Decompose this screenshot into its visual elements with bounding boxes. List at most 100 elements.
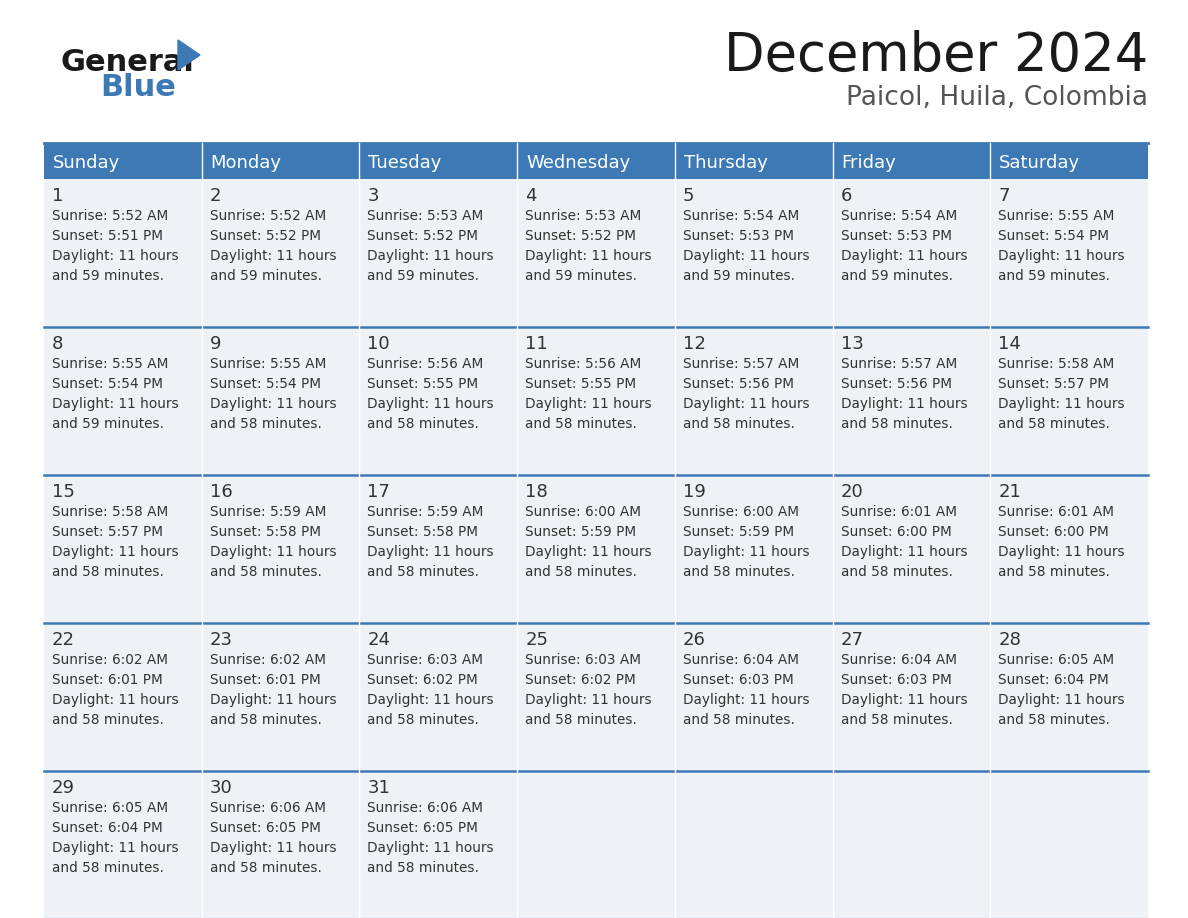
Text: 21: 21 (998, 483, 1022, 501)
Bar (517, 475, 675, 623)
Text: Sunrise: 5:57 AM: Sunrise: 5:57 AM (841, 357, 956, 371)
Text: 7: 7 (998, 187, 1010, 205)
Text: and 59 minutes.: and 59 minutes. (210, 269, 322, 283)
Text: Daylight: 11 hours: Daylight: 11 hours (367, 249, 494, 263)
Text: 12: 12 (683, 335, 706, 353)
Text: Daylight: 11 hours: Daylight: 11 hours (367, 397, 494, 411)
Text: Sunset: 6:00 PM: Sunset: 6:00 PM (998, 525, 1110, 539)
Text: and 58 minutes.: and 58 minutes. (841, 565, 953, 579)
Text: 3: 3 (367, 187, 379, 205)
Text: 8: 8 (52, 335, 63, 353)
Text: 14: 14 (998, 335, 1022, 353)
Bar (517, 179, 675, 327)
Bar (675, 327, 833, 475)
Text: Sunset: 5:58 PM: Sunset: 5:58 PM (210, 525, 321, 539)
Text: Sunrise: 5:55 AM: Sunrise: 5:55 AM (52, 357, 169, 371)
Bar (44, 143, 1148, 179)
Text: Sunset: 5:52 PM: Sunset: 5:52 PM (367, 229, 479, 243)
Text: 4: 4 (525, 187, 537, 205)
Text: Sunset: 6:05 PM: Sunset: 6:05 PM (210, 821, 321, 835)
Text: and 59 minutes.: and 59 minutes. (525, 269, 637, 283)
Text: Sunset: 6:04 PM: Sunset: 6:04 PM (998, 673, 1110, 687)
Bar (360, 179, 517, 327)
Bar (833, 475, 991, 623)
Text: Saturday: Saturday (999, 154, 1080, 172)
Text: and 58 minutes.: and 58 minutes. (525, 417, 637, 431)
Text: 19: 19 (683, 483, 706, 501)
Text: and 59 minutes.: and 59 minutes. (683, 269, 795, 283)
Text: Sunrise: 5:56 AM: Sunrise: 5:56 AM (525, 357, 642, 371)
Text: 23: 23 (210, 631, 233, 649)
Text: 5: 5 (683, 187, 694, 205)
Text: Daylight: 11 hours: Daylight: 11 hours (210, 841, 336, 855)
Text: Sunrise: 5:59 AM: Sunrise: 5:59 AM (210, 505, 326, 519)
Bar (44, 475, 202, 623)
Text: Daylight: 11 hours: Daylight: 11 hours (525, 545, 652, 559)
Bar (202, 179, 360, 327)
Text: Sunrise: 5:55 AM: Sunrise: 5:55 AM (210, 357, 326, 371)
Text: Daylight: 11 hours: Daylight: 11 hours (683, 545, 809, 559)
Bar (517, 327, 675, 475)
Bar (991, 327, 1148, 475)
Bar (202, 771, 360, 918)
Text: Sunset: 5:52 PM: Sunset: 5:52 PM (525, 229, 636, 243)
Text: Daylight: 11 hours: Daylight: 11 hours (525, 249, 652, 263)
Text: Sunday: Sunday (53, 154, 120, 172)
Text: Sunrise: 5:52 AM: Sunrise: 5:52 AM (52, 209, 169, 223)
Text: and 58 minutes.: and 58 minutes. (52, 861, 164, 875)
Text: 30: 30 (210, 779, 233, 797)
Bar (360, 771, 517, 918)
Text: Daylight: 11 hours: Daylight: 11 hours (367, 841, 494, 855)
Text: 31: 31 (367, 779, 391, 797)
Text: December 2024: December 2024 (723, 30, 1148, 82)
Text: Daylight: 11 hours: Daylight: 11 hours (841, 249, 967, 263)
Bar (517, 623, 675, 771)
Text: Sunrise: 5:54 AM: Sunrise: 5:54 AM (841, 209, 956, 223)
Text: Sunset: 6:01 PM: Sunset: 6:01 PM (52, 673, 163, 687)
Text: Sunrise: 5:54 AM: Sunrise: 5:54 AM (683, 209, 800, 223)
Bar (44, 327, 202, 475)
Bar (833, 623, 991, 771)
Text: and 59 minutes.: and 59 minutes. (998, 269, 1111, 283)
Text: and 58 minutes.: and 58 minutes. (367, 417, 479, 431)
Text: 15: 15 (52, 483, 75, 501)
Bar (202, 623, 360, 771)
Text: Sunrise: 6:01 AM: Sunrise: 6:01 AM (998, 505, 1114, 519)
Text: Daylight: 11 hours: Daylight: 11 hours (998, 693, 1125, 707)
Text: Sunrise: 6:00 AM: Sunrise: 6:00 AM (683, 505, 798, 519)
Text: 10: 10 (367, 335, 390, 353)
Text: 24: 24 (367, 631, 391, 649)
Bar (833, 179, 991, 327)
Text: and 58 minutes.: and 58 minutes. (998, 713, 1110, 727)
Text: Sunset: 5:52 PM: Sunset: 5:52 PM (210, 229, 321, 243)
Text: and 59 minutes.: and 59 minutes. (367, 269, 480, 283)
Text: 2: 2 (210, 187, 221, 205)
Text: and 58 minutes.: and 58 minutes. (210, 713, 322, 727)
Bar (675, 475, 833, 623)
Text: Sunrise: 6:03 AM: Sunrise: 6:03 AM (367, 653, 484, 667)
Text: Sunset: 5:54 PM: Sunset: 5:54 PM (52, 377, 163, 391)
Text: Thursday: Thursday (684, 154, 767, 172)
Text: 25: 25 (525, 631, 548, 649)
Text: and 58 minutes.: and 58 minutes. (683, 713, 795, 727)
Text: Sunrise: 5:58 AM: Sunrise: 5:58 AM (998, 357, 1114, 371)
Text: Sunset: 5:56 PM: Sunset: 5:56 PM (683, 377, 794, 391)
Text: Daylight: 11 hours: Daylight: 11 hours (998, 397, 1125, 411)
Text: Sunrise: 6:05 AM: Sunrise: 6:05 AM (52, 801, 169, 815)
Text: Daylight: 11 hours: Daylight: 11 hours (52, 693, 178, 707)
Bar (675, 623, 833, 771)
Text: Daylight: 11 hours: Daylight: 11 hours (683, 397, 809, 411)
Bar (202, 327, 360, 475)
Text: Sunset: 6:03 PM: Sunset: 6:03 PM (841, 673, 952, 687)
Text: Sunrise: 5:59 AM: Sunrise: 5:59 AM (367, 505, 484, 519)
Text: Daylight: 11 hours: Daylight: 11 hours (210, 693, 336, 707)
Text: Daylight: 11 hours: Daylight: 11 hours (683, 249, 809, 263)
Text: 16: 16 (210, 483, 233, 501)
Text: General: General (61, 48, 194, 77)
Text: Sunrise: 6:04 AM: Sunrise: 6:04 AM (683, 653, 798, 667)
Bar (44, 623, 202, 771)
Text: Sunrise: 6:06 AM: Sunrise: 6:06 AM (367, 801, 484, 815)
Text: Tuesday: Tuesday (368, 154, 442, 172)
Text: and 58 minutes.: and 58 minutes. (367, 713, 479, 727)
Text: Monday: Monday (210, 154, 282, 172)
